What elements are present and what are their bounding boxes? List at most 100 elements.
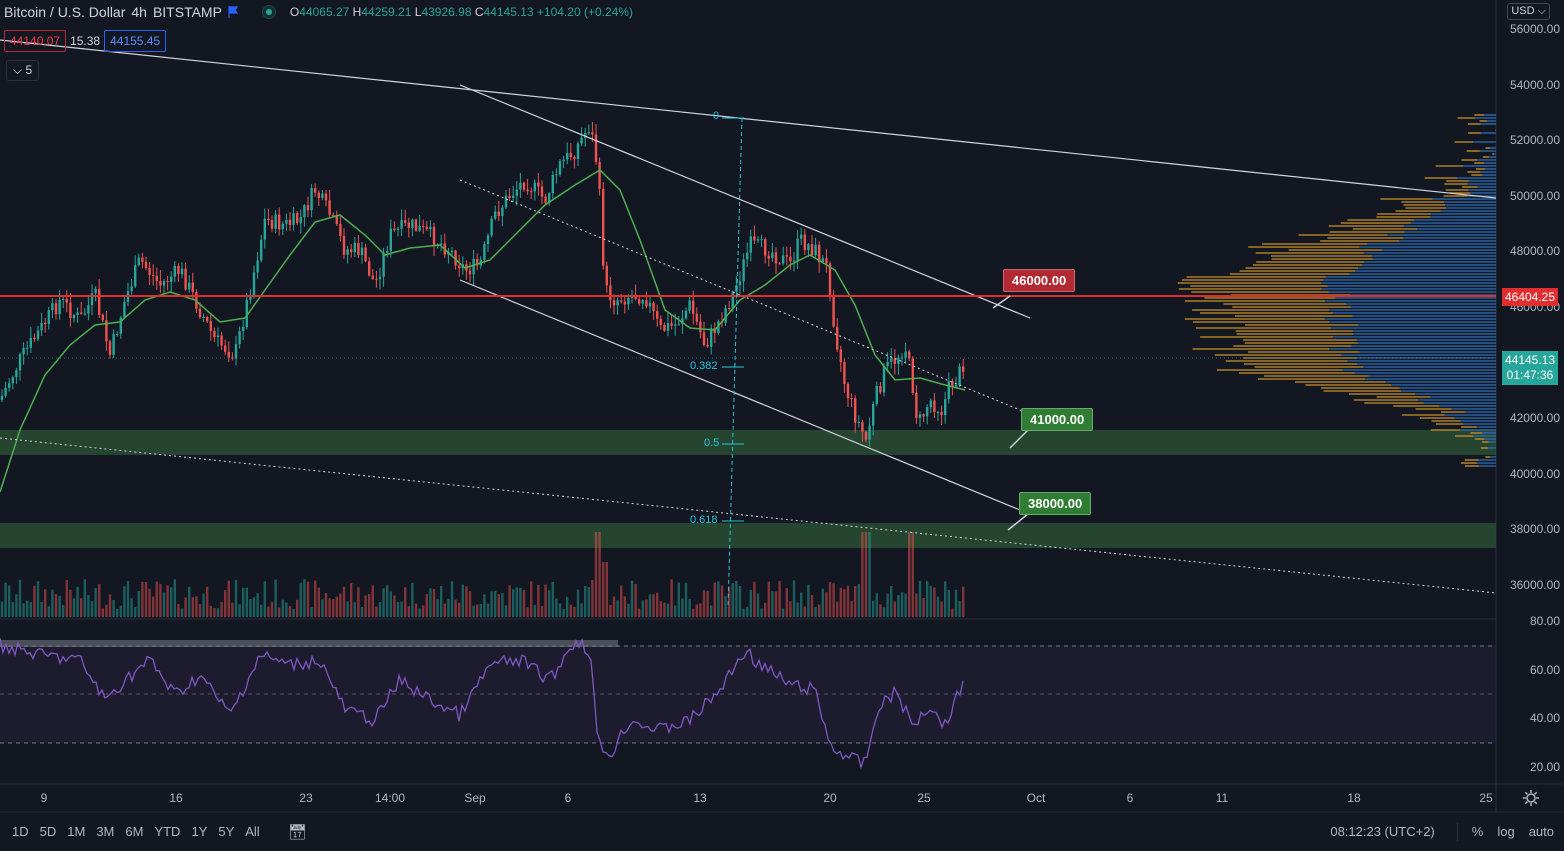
volume-bar	[648, 594, 652, 617]
candle-body	[497, 211, 500, 217]
range-button[interactable]: 1Y	[191, 824, 208, 839]
volume-bar	[346, 601, 349, 617]
candle-body	[234, 344, 238, 359]
percent-toggle[interactable]: %	[1471, 824, 1484, 839]
volume-bar	[94, 588, 97, 617]
candle-body	[926, 407, 929, 417]
candle-body	[749, 236, 752, 253]
range-button[interactable]: 1M	[67, 824, 86, 839]
volume-bar	[609, 604, 612, 617]
ask-button[interactable]: 44155.45	[104, 30, 167, 52]
candle-body	[270, 219, 274, 229]
candle-body	[123, 301, 126, 318]
volume-bar	[951, 608, 954, 617]
candle-body	[188, 282, 191, 290]
candle-body	[159, 280, 162, 286]
resistance-label[interactable]: 46000.00	[1003, 269, 1076, 292]
volume-bar	[713, 582, 716, 617]
indicators-toggle[interactable]: ⌵ 5	[6, 60, 40, 81]
volume-bar	[285, 602, 288, 617]
volume-bar	[263, 581, 266, 617]
candle-body	[486, 235, 490, 245]
candle-body	[602, 188, 605, 266]
support-label-1[interactable]: 41000.00	[1021, 408, 1094, 431]
volume-bar	[162, 592, 166, 617]
candle-body	[512, 195, 515, 198]
volume-bar	[915, 593, 918, 617]
range-button[interactable]: 6M	[125, 824, 144, 839]
volume-bar	[933, 587, 936, 617]
candle-body	[422, 226, 425, 228]
candle-body	[702, 332, 706, 345]
range-button[interactable]: YTD	[154, 824, 181, 839]
volume-bar	[130, 598, 133, 617]
volume-bar	[198, 604, 202, 617]
flag-icon[interactable]	[228, 6, 238, 18]
volume-bar	[447, 598, 450, 617]
gear-icon[interactable]	[1522, 789, 1540, 807]
volume-bar	[893, 601, 896, 617]
volume-bar	[789, 601, 792, 617]
volume-bar	[490, 591, 493, 617]
volume-bar	[227, 580, 230, 617]
volume-bar	[846, 585, 850, 617]
currency-button[interactable]: USD ⌵	[1507, 3, 1550, 20]
candle-body	[944, 399, 947, 416]
range-button[interactable]: 5Y	[218, 824, 235, 839]
bid-button[interactable]: 44140.07	[4, 30, 67, 52]
candle-body	[472, 258, 475, 275]
volume-bar	[821, 588, 824, 617]
candle-body	[468, 270, 472, 275]
chevron-down-icon: ⌵	[13, 63, 23, 77]
auto-toggle[interactable]: auto	[1528, 824, 1554, 839]
candle-body	[904, 351, 907, 358]
market-status-dot-icon[interactable]	[261, 5, 276, 19]
symbol-header[interactable]: Bitcoin / U.S. Dollar 4h BITSTAMP O44065…	[4, 4, 633, 20]
volume-bar	[828, 582, 832, 617]
candle-body	[4, 387, 7, 396]
candle-body	[576, 143, 580, 160]
volume-bar	[324, 593, 328, 617]
candle-body	[44, 322, 47, 325]
volume-bar	[400, 601, 403, 617]
candle-body	[533, 182, 536, 192]
volume-bar	[785, 588, 788, 617]
candle-body	[26, 347, 29, 349]
time-tick-label: 11	[1215, 791, 1229, 805]
volume-bar	[170, 587, 173, 617]
volume-bar	[843, 589, 846, 617]
volume-bar	[800, 592, 803, 617]
volume-bar	[328, 598, 331, 617]
range-button[interactable]: All	[245, 824, 260, 839]
interval[interactable]: 4h	[131, 4, 147, 20]
volume-bar	[814, 607, 817, 617]
candle-body	[260, 239, 263, 261]
candle-body	[753, 236, 756, 241]
candle-body	[861, 421, 864, 432]
candle-body	[918, 414, 922, 418]
volume-bar	[602, 562, 605, 617]
volume-bar	[472, 605, 475, 617]
symbol-name[interactable]: Bitcoin / U.S. Dollar	[4, 4, 126, 20]
rsi-highlight	[0, 640, 618, 647]
volume-bar	[144, 582, 148, 617]
volume-bar	[310, 607, 313, 617]
axis-settings[interactable]	[1522, 789, 1540, 807]
resistance-price-tag: 46404.25	[1502, 288, 1558, 306]
candle-body	[342, 235, 346, 255]
candle-body	[36, 330, 40, 340]
fib-label-0382: 0.382	[690, 360, 718, 372]
volume-bar	[638, 608, 641, 617]
range-button[interactable]: 5D	[39, 824, 57, 839]
candle-body	[105, 320, 108, 342]
clock[interactable]: 08:12:23 (UTC+2)	[1330, 824, 1435, 839]
range-button[interactable]: 3M	[96, 824, 115, 839]
range-button[interactable]: 1D	[12, 824, 29, 839]
candle-body	[170, 276, 173, 283]
date-range-icon[interactable]: 📅︎	[287, 823, 307, 841]
candle-body	[670, 323, 673, 326]
volume-bar	[54, 594, 58, 617]
support-label-2[interactable]: 38000.00	[1019, 492, 1092, 515]
log-toggle[interactable]: log	[1497, 824, 1515, 839]
